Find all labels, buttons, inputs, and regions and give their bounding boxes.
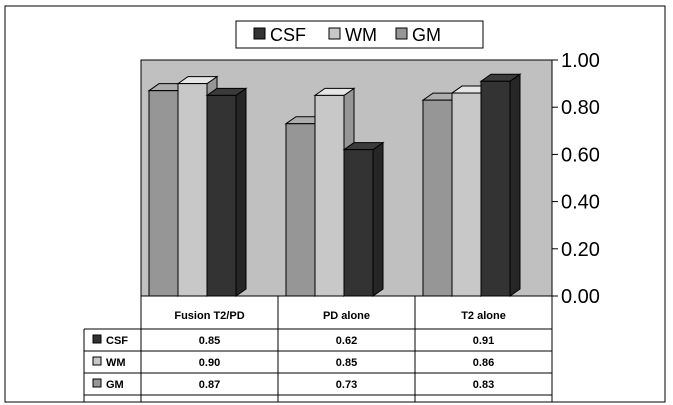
y-tick-label: 0.00 <box>561 286 600 308</box>
table-row-label: WM <box>106 357 126 369</box>
table-row-swatch <box>92 334 102 344</box>
table-row-wm: WM 0.90 0.85 0.86 <box>92 356 494 369</box>
table-cell: 0.87 <box>199 379 220 391</box>
table-row-label: CSF <box>106 335 128 347</box>
table-cell: 0.91 <box>473 335 494 347</box>
bar-wm-1 <box>176 75 219 297</box>
table-row-swatch <box>92 378 102 388</box>
legend-label: WM <box>345 25 377 45</box>
y-tick-label: 0.80 <box>561 97 600 119</box>
legend-swatch <box>253 27 266 40</box>
table-cell: 0.73 <box>336 379 357 391</box>
table-row-gm: GM 0.87 0.73 0.83 <box>92 378 494 391</box>
legend-box <box>235 20 484 49</box>
legend-label: CSF <box>270 25 306 45</box>
table-cell: 0.90 <box>199 357 220 369</box>
bar-wm-2 <box>313 87 356 297</box>
bar-csf-3 <box>479 73 522 297</box>
category-label: T2 alone <box>461 310 506 322</box>
y-tick-label: 1.00 <box>561 50 600 72</box>
category-label: Fusion T2/PD <box>174 310 244 322</box>
y-axis: 0.00 0.20 0.40 0.60 0.80 1.00 <box>551 50 600 308</box>
y-tick-label: 0.20 <box>561 239 600 261</box>
bars-layer <box>147 73 522 297</box>
table-row-csf: CSF 0.85 0.62 0.91 <box>92 334 494 347</box>
y-tick-label: 0.60 <box>561 144 600 166</box>
y-tick-label: 0.40 <box>561 192 600 214</box>
table-cell: 0.62 <box>336 335 357 347</box>
legend-item-wm: WM <box>328 25 377 45</box>
bar-csf-2 <box>342 141 385 297</box>
legend-label: GM <box>412 25 441 45</box>
bar-csf-1 <box>205 87 248 297</box>
table-cell: 0.83 <box>473 379 494 391</box>
table-cell: 0.85 <box>199 335 220 347</box>
legend-swatch <box>395 27 408 40</box>
table-cell: 0.86 <box>473 357 494 369</box>
legend-item-gm: GM <box>395 25 441 45</box>
table-row-label: GM <box>106 379 124 391</box>
category-label: PD alone <box>323 310 370 322</box>
table-row-swatch <box>92 356 102 366</box>
legend-item-csf: CSF <box>253 25 306 45</box>
legend: CSF WM GM <box>235 20 484 49</box>
legend-swatch <box>328 27 341 40</box>
table-cell: 0.85 <box>336 357 357 369</box>
data-table: Fusion T2/PD PD alone T2 alone CSF 0.85 0.62 0… <box>83 296 553 402</box>
